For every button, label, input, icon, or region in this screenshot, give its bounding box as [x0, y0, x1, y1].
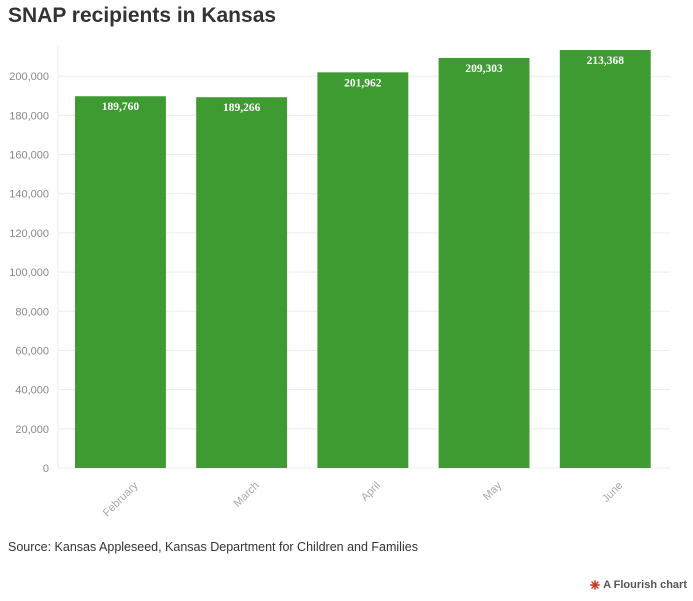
bar-february[interactable]	[75, 96, 166, 468]
y-tick-label: 120,000	[9, 228, 49, 240]
flourish-credit[interactable]: A Flourish chart	[590, 579, 687, 591]
x-axis-ticks: February March April May June	[101, 479, 625, 519]
bar-value-label: 209,303	[465, 63, 503, 75]
bar-value-labels: 189,760 189,266 201,962 209,303 213,368	[102, 55, 624, 114]
bar-june[interactable]	[559, 50, 651, 468]
y-tick-label: 140,000	[9, 189, 49, 201]
bar-value-label: 213,368	[587, 55, 625, 67]
bar-may[interactable]	[438, 57, 530, 469]
bar-value-label: 189,760	[102, 101, 140, 113]
x-tick-label: June	[600, 480, 625, 505]
flourish-logo-icon	[590, 580, 600, 590]
bars	[75, 50, 651, 469]
x-tick-label: April	[359, 480, 383, 504]
y-tick-label: 60,000	[15, 345, 49, 357]
credit-text: A Flourish chart	[603, 579, 687, 591]
y-tick-label: 180,000	[9, 110, 49, 122]
y-tick-label: 160,000	[9, 150, 49, 162]
y-tick-label: 200,000	[9, 71, 49, 83]
y-tick-label: 40,000	[15, 385, 49, 397]
bar-value-label: 201,962	[344, 77, 382, 89]
y-tick-label: 80,000	[15, 306, 49, 318]
x-tick-label: May	[481, 479, 505, 503]
y-tick-label: 100,000	[9, 267, 49, 279]
y-tick-label: 20,000	[15, 424, 49, 436]
bar-april[interactable]	[317, 72, 409, 468]
bar-march[interactable]	[196, 97, 288, 468]
x-tick-label: March	[232, 480, 262, 510]
chart-title: SNAP recipients in Kansas	[8, 4, 277, 27]
x-tick-label: February	[101, 479, 141, 519]
y-axis-ticks: 0 20,000 40,000 60,000 80,000 100,000 120,000 1…	[9, 71, 49, 475]
y-tick-label: 0	[43, 463, 49, 475]
bar-value-label: 189,266	[223, 102, 261, 114]
source-note: Source: Kansas Appleseed, Kansas Departm…	[8, 540, 418, 554]
